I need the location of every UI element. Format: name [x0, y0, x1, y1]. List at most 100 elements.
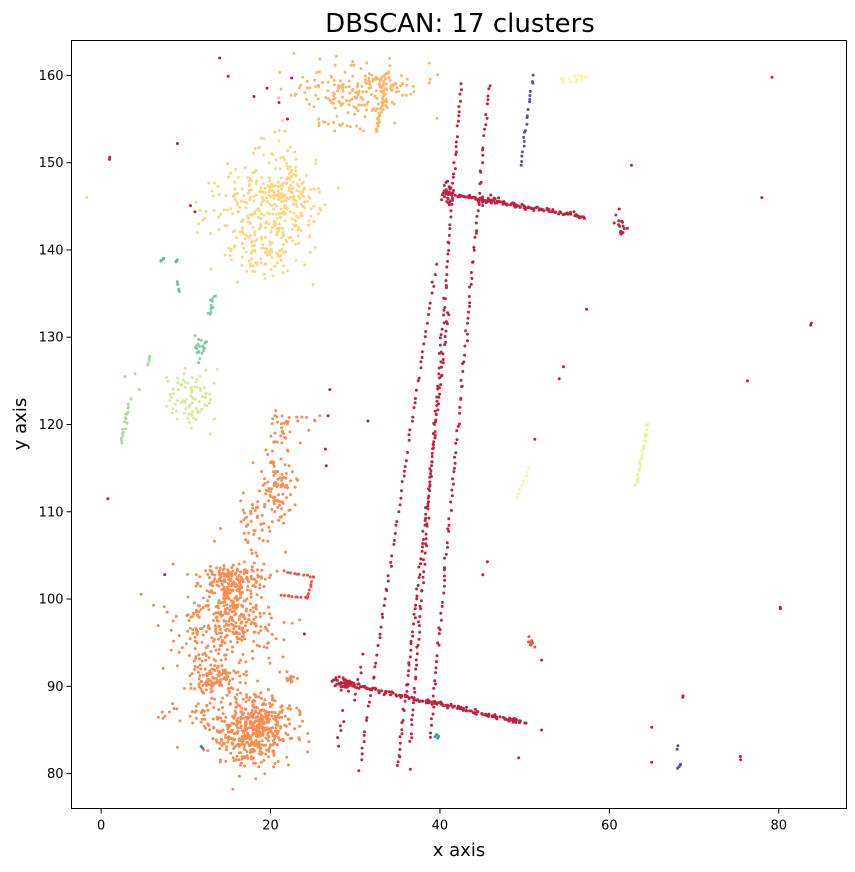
data-point: [208, 569, 212, 572]
data-point: [229, 258, 233, 262]
data-point: [295, 706, 299, 710]
data-point: [230, 574, 234, 578]
data-point: [174, 409, 178, 413]
data-point: [318, 57, 322, 61]
data-point: [297, 241, 301, 245]
data-point: [308, 102, 311, 106]
data-point: [301, 75, 305, 79]
data-point: [280, 715, 284, 719]
data-point: [219, 627, 223, 631]
data-point: [234, 701, 238, 704]
data-point: [188, 637, 192, 641]
data-point: [373, 665, 377, 669]
data-point: [243, 756, 247, 760]
data-point: [225, 633, 229, 637]
data-point: [418, 615, 422, 618]
data-point: [204, 210, 208, 213]
data-point: [257, 734, 260, 738]
data-point: [326, 122, 330, 126]
data-point: [215, 566, 219, 570]
data-point: [268, 179, 271, 183]
data-point: [231, 619, 235, 623]
data-point: [447, 529, 451, 533]
data-point: [250, 742, 254, 746]
data-point: [277, 493, 281, 497]
data-point: [482, 134, 486, 138]
data-point: [218, 644, 222, 648]
data-point: [286, 149, 290, 153]
data-point: [249, 722, 253, 726]
data-point: [245, 750, 249, 754]
data-point: [265, 86, 269, 90]
data-point: [290, 227, 294, 231]
data-point: [422, 342, 426, 346]
data-point: [360, 85, 364, 88]
data-point: [411, 84, 415, 88]
data-point: [169, 648, 173, 652]
data-point: [444, 181, 448, 184]
data-point: [220, 583, 224, 587]
data-point: [217, 625, 221, 628]
data-point: [422, 570, 426, 574]
data-point: [419, 557, 423, 561]
data-point: [282, 264, 286, 268]
data-point: [238, 738, 241, 742]
data-point: [413, 401, 417, 405]
data-point: [198, 209, 202, 212]
data-point: [255, 514, 259, 518]
data-point: [212, 639, 216, 643]
data-point: [404, 459, 408, 463]
data-point: [289, 493, 292, 497]
data-point: [236, 716, 240, 720]
data-point: [279, 485, 283, 489]
data-point: [259, 261, 263, 265]
data-point: [393, 532, 397, 535]
data-point: [293, 503, 297, 507]
data-point: [283, 158, 287, 162]
data-point: [232, 669, 236, 673]
data-point: [297, 572, 301, 576]
data-point: [216, 730, 219, 734]
data-point: [333, 106, 337, 110]
data-point: [277, 96, 281, 100]
data-point: [290, 168, 294, 172]
data-point: [424, 516, 428, 520]
data-point: [244, 609, 248, 613]
data-point: [260, 739, 264, 743]
data-point: [420, 549, 424, 553]
data-point: [290, 736, 294, 740]
data-point: [335, 114, 339, 118]
data-point: [467, 310, 470, 314]
data-point: [531, 73, 535, 77]
data-point: [230, 566, 234, 569]
data-point: [243, 166, 247, 169]
data-point: [424, 537, 428, 541]
data-point: [582, 216, 586, 220]
data-point: [203, 682, 207, 685]
data-point: [398, 503, 402, 507]
data-point: [263, 728, 267, 732]
data-point: [171, 619, 175, 623]
data-point: [273, 130, 277, 134]
data-point: [347, 79, 351, 83]
data-point: [268, 212, 271, 216]
data-point: [264, 221, 268, 225]
data-point: [440, 373, 444, 377]
data-point: [443, 297, 447, 301]
data-point: [271, 470, 275, 474]
data-point: [407, 438, 411, 442]
data-point: [177, 650, 181, 654]
data-point: [569, 212, 573, 216]
data-point: [235, 693, 239, 696]
data-point: [207, 678, 211, 681]
data-point: [455, 429, 459, 433]
data-point: [263, 477, 266, 481]
data-point: [196, 665, 200, 669]
data-point: [265, 196, 269, 200]
data-point: [228, 671, 232, 675]
data-point: [269, 194, 273, 198]
data-point: [208, 701, 212, 705]
data-point: [215, 580, 219, 583]
data-point: [375, 653, 379, 657]
data-point: [282, 638, 286, 642]
